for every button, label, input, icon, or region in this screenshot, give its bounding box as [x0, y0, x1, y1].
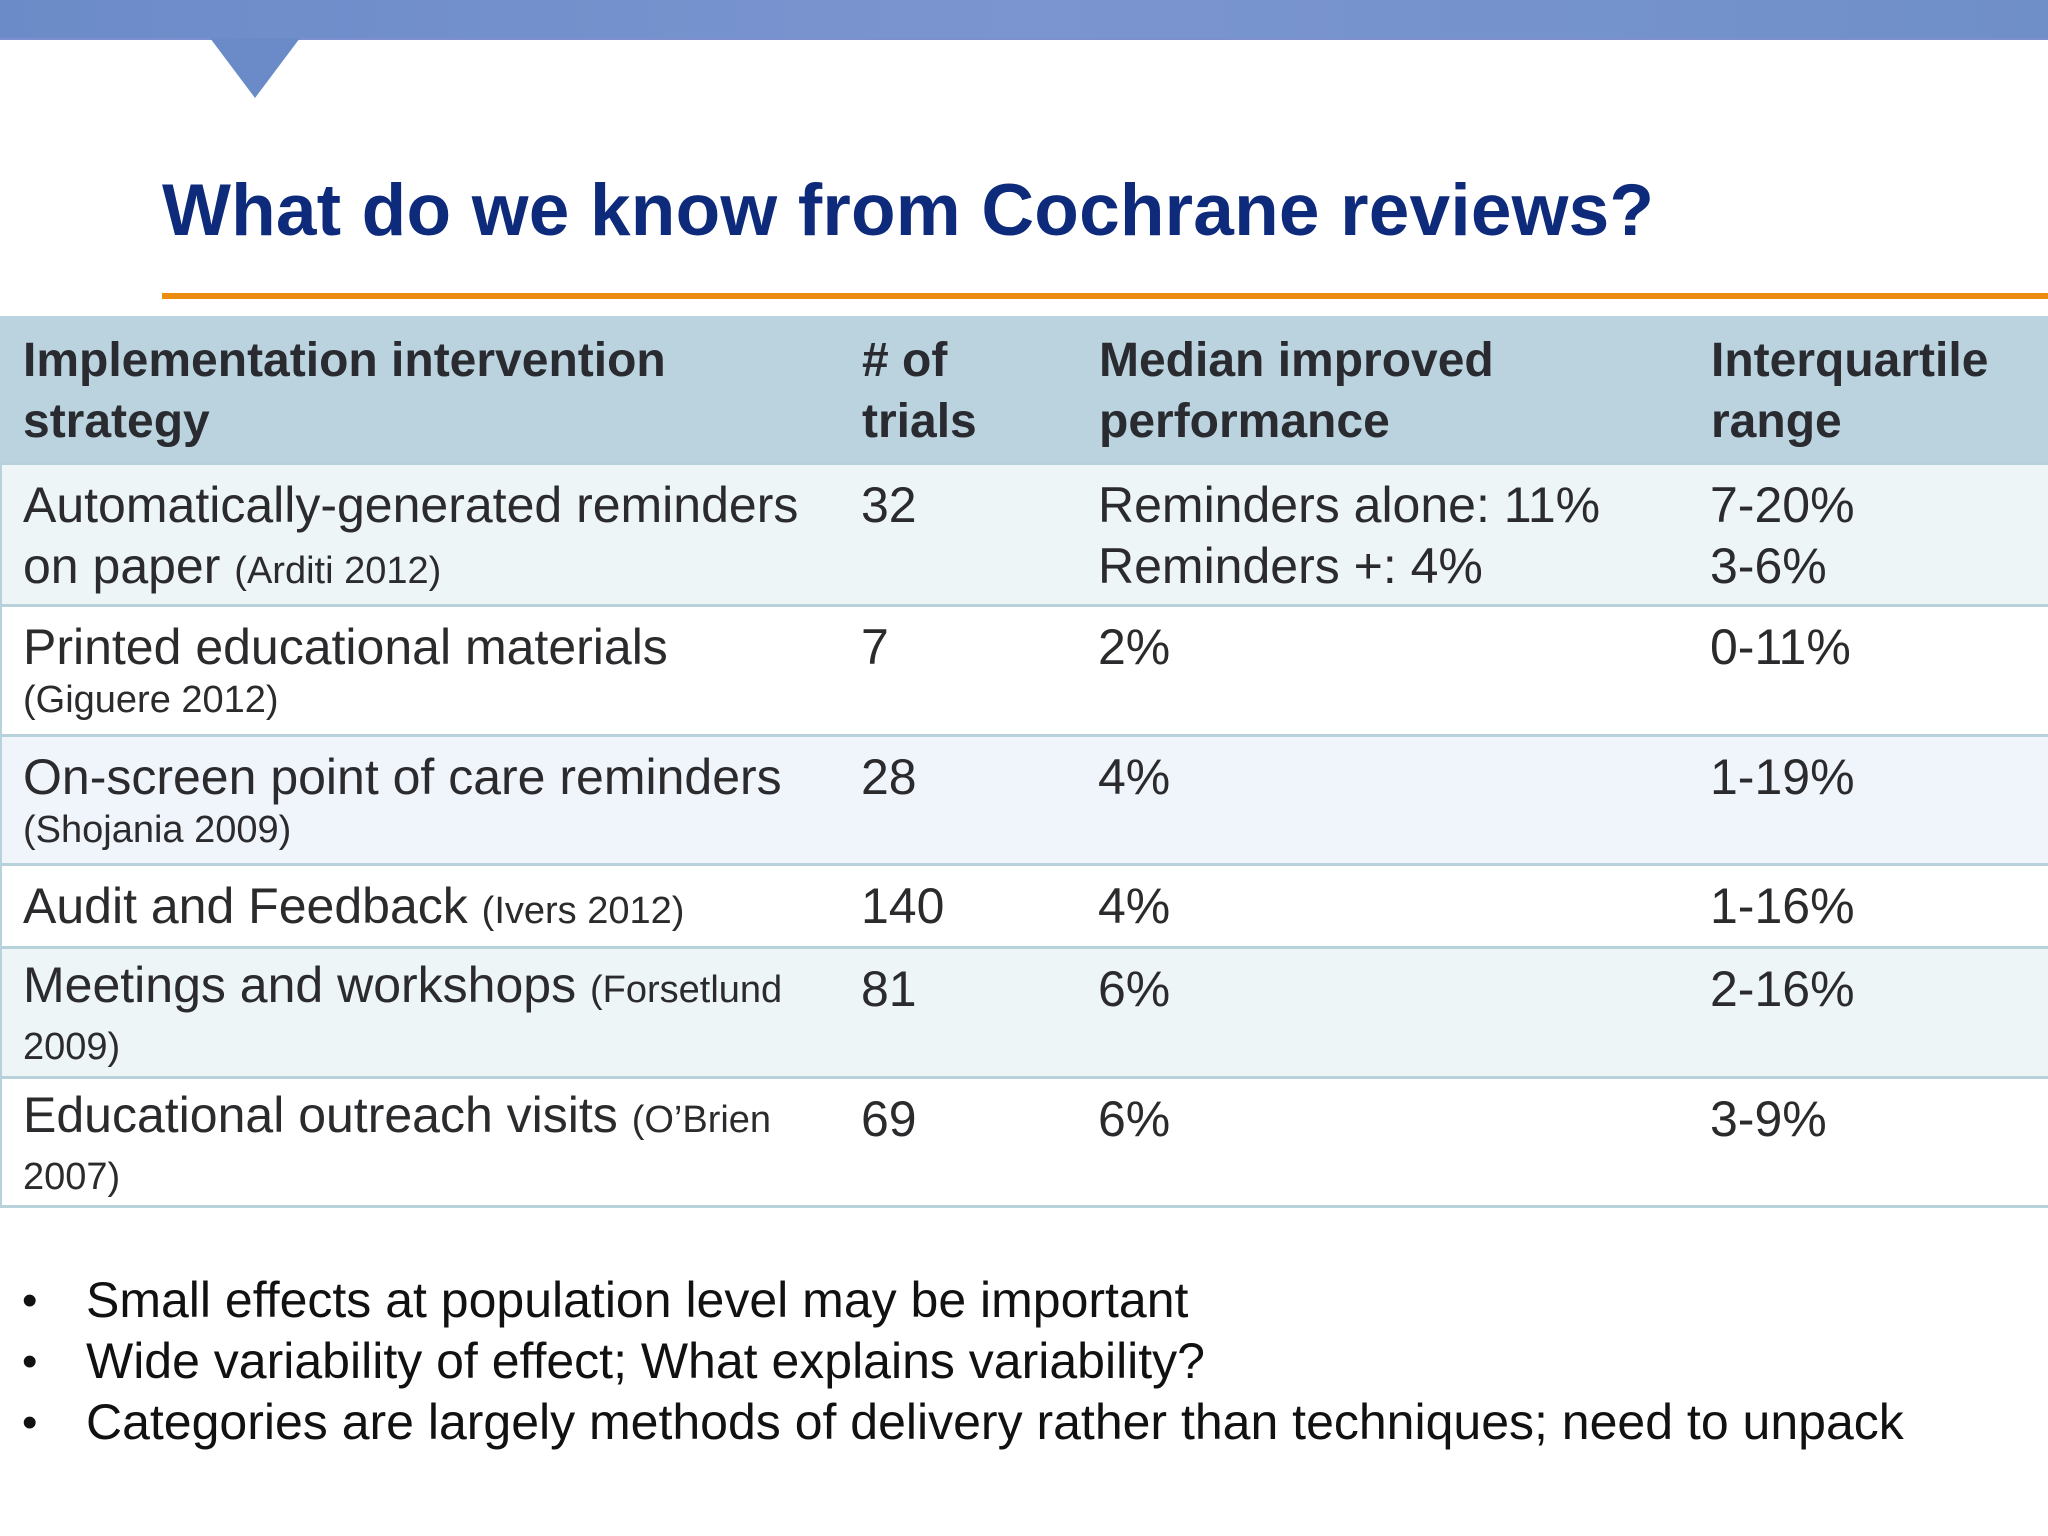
bullet-item: • Categories are largely methods of deliv…: [0, 1392, 2048, 1453]
cell-iqr: 0-11%: [1689, 604, 2048, 737]
slide-title: What do we know from Cochrane reviews?: [162, 170, 1655, 251]
strategy-name: Meetings and workshops: [23, 957, 577, 1013]
bullet-text: Categories are largely methods of delive…: [86, 1394, 1904, 1450]
median-line: Reminders +: 4%: [1098, 538, 1483, 594]
cochrane-reviews-table: Implementation intervention strategy # o…: [0, 316, 2048, 1208]
citation: (Shojania 2009): [23, 809, 292, 851]
bullet-item: • Small effects at population level may b…: [0, 1270, 2048, 1331]
iqr-line: 3-6%: [1710, 538, 1827, 594]
strategy-name: Automatically-generated reminders on pap…: [23, 477, 799, 594]
cell-median: 6%: [1077, 946, 1689, 1079]
table-header-row: Implementation intervention strategy # o…: [0, 316, 2048, 464]
cell-strategy: Educational outreach visits (O’Brien 200…: [0, 1076, 840, 1208]
cell-strategy: On-screen point of care reminders (Shojan…: [0, 734, 840, 866]
cell-median: 4%: [1077, 734, 1689, 866]
strategy-name: On-screen point of care reminders: [23, 749, 782, 805]
bullet-dot-icon: •: [22, 1398, 38, 1447]
cell-trials: 69: [840, 1076, 1077, 1208]
title-underline-rule: [162, 293, 2048, 299]
iqr-line: 7-20%: [1710, 477, 1855, 533]
table-row: Meetings and workshops (Forsetlund 2009)…: [0, 946, 2048, 1079]
header-median: Median improved performance: [1076, 316, 1690, 464]
strategy-name: Educational outreach visits: [23, 1087, 618, 1143]
bullet-text: Wide variability of effect; What explain…: [86, 1333, 1205, 1389]
cell-median: 2%: [1077, 604, 1689, 737]
cell-iqr: 7-20% 3-6%: [1689, 462, 2048, 607]
strategy-name: Printed educational materials: [23, 619, 668, 675]
cell-strategy: Meetings and workshops (Forsetlund 2009): [0, 946, 840, 1079]
cell-median: 4%: [1077, 863, 1689, 949]
cell-iqr: 1-19%: [1689, 734, 2048, 866]
banner-notch-decoration: [210, 38, 300, 98]
table-row: Audit and Feedback (Ivers 2012) 140 4% 1…: [0, 863, 2048, 949]
median-line: Reminders alone: 11%: [1098, 477, 1601, 533]
cell-median: 6%: [1077, 1076, 1689, 1208]
header-strategy: Implementation intervention strategy: [0, 316, 841, 464]
top-banner: [0, 0, 2048, 40]
cell-strategy: Automatically-generated reminders on pap…: [0, 462, 840, 607]
citation: (Ivers 2012): [481, 890, 685, 932]
cell-trials: 81: [840, 946, 1077, 1079]
header-iqr: Interquartile range: [1688, 316, 2048, 464]
bullet-text: Small effects at population level may be…: [86, 1272, 1189, 1328]
cell-iqr: 2-16%: [1689, 946, 2048, 1079]
cell-strategy: Audit and Feedback (Ivers 2012): [0, 863, 840, 949]
cell-trials: 28: [840, 734, 1077, 866]
citation: (Arditi 2012): [234, 550, 442, 592]
cell-iqr: 3-9%: [1689, 1076, 2048, 1208]
cell-trials: 140: [840, 863, 1077, 949]
header-trials: # of trials: [839, 316, 1078, 464]
citation: (O’Brien 2007): [23, 1099, 772, 1198]
cell-trials: 7: [840, 604, 1077, 737]
citation: (Forsetlund 2009): [23, 969, 783, 1068]
cell-strategy: Printed educational materials (Giguere 20…: [0, 604, 840, 737]
citation: (Giguere 2012): [23, 679, 279, 721]
table-row: Educational outreach visits (O’Brien 200…: [0, 1076, 2048, 1208]
takeaway-bullet-list: • Small effects at population level may b…: [0, 1270, 2048, 1453]
table-row: Printed educational materials (Giguere 20…: [0, 604, 2048, 737]
bullet-item: • Wide variability of effect; What explai…: [0, 1331, 2048, 1392]
cell-iqr: 1-16%: [1689, 863, 2048, 949]
cell-median: Reminders alone: 11% Reminders +: 4%: [1077, 462, 1689, 607]
strategy-name: Audit and Feedback: [23, 878, 468, 934]
bullet-dot-icon: •: [22, 1276, 38, 1325]
table-row: On-screen point of care reminders (Shojan…: [0, 734, 2048, 866]
cell-trials: 32: [840, 462, 1077, 607]
bullet-dot-icon: •: [22, 1337, 38, 1386]
table-row: Automatically-generated reminders on pap…: [0, 462, 2048, 607]
